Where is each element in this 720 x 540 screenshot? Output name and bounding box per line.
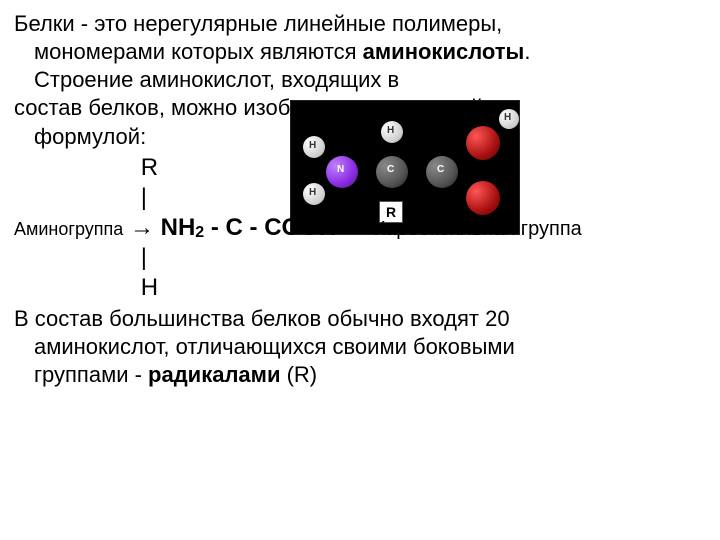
p1-line3: Строение аминокислот, входящих в [14, 66, 706, 94]
carboxyl-label: Карбоксильная группа [374, 218, 582, 240]
atom-h3-label: H [387, 125, 394, 136]
atom-h1-label: H [309, 140, 316, 151]
arrow-right: → [130, 214, 154, 241]
formula-r-line: R [14, 153, 706, 183]
p2-line3-a: группами - [34, 362, 148, 387]
formula-c: C [226, 214, 243, 241]
p2-line2: аминокислот, отличающихся своими боковым… [14, 333, 706, 361]
atom-h4-label: H [504, 112, 511, 123]
p1-line2: мономерами которых являются аминокислоты… [14, 38, 706, 66]
formula-bar1: | [14, 183, 706, 213]
p2-line3: группами - радикалами (R) [14, 361, 706, 389]
arrow-left: ← [343, 214, 367, 241]
paragraph-2: В состав большинства белков обычно входя… [14, 305, 706, 389]
formula-main-line: Аминогруппа → NH2 - C - COOH ← Карбоксил… [14, 213, 706, 243]
amino-label: Аминогруппа [14, 219, 123, 239]
formula-nh: NH [161, 214, 196, 241]
p1-line2-bold: аминокислоты [363, 39, 525, 64]
p2-line3-bold: радикалами [148, 362, 280, 387]
formula-bar1-sym: | [141, 184, 147, 211]
p2-line3-c: (R) [280, 362, 317, 387]
p2-line1: В состав большинства белков обычно входя… [14, 305, 706, 333]
formula-bar2-sym: | [141, 244, 147, 271]
formula-dash1: - [204, 214, 225, 241]
formula-h-line: H [14, 273, 706, 303]
p1-line2-a: мономерами которых являются [34, 39, 363, 64]
formula-cooh: COOH [264, 214, 336, 241]
p1-line2-c: . [524, 39, 530, 64]
formula-h: H [141, 274, 158, 301]
formula-nh-sub: 2 [195, 224, 204, 241]
formula-dash2: - [243, 214, 264, 241]
formula-bar2: | [14, 243, 706, 273]
formula-r: R [141, 154, 158, 181]
formula-block: R | Аминогруппа → NH2 - C - COOH ← Карбо… [14, 153, 706, 303]
p1-line1: Белки - это нерегулярные линейные полиме… [14, 10, 706, 38]
